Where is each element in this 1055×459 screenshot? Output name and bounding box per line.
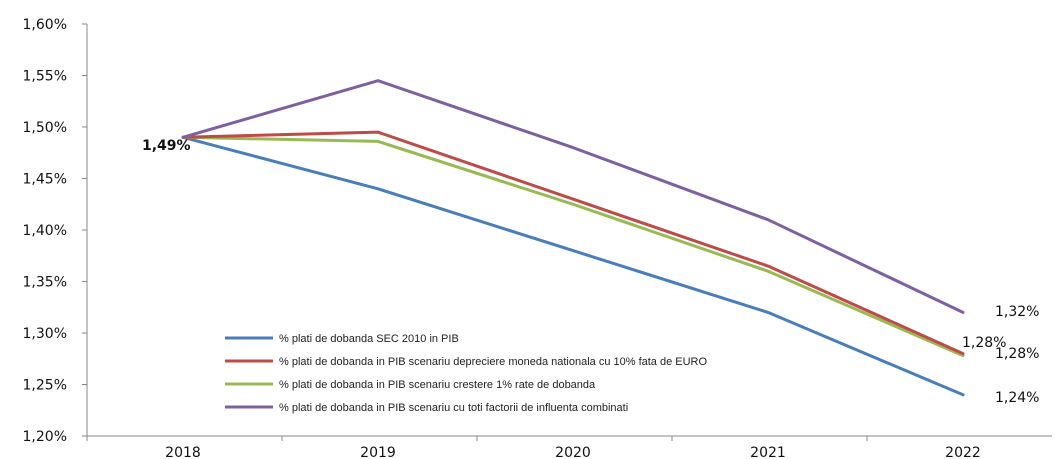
y-tick-label: 1,35% [23, 275, 67, 291]
legend-label: % plati de dobanda in PIB scenariu crest… [279, 379, 596, 391]
data-label-2018-start: 1,49% [142, 138, 191, 154]
y-tick-label: 1,40% [23, 223, 67, 239]
x-axis: 2018 2019 2020 2021 2022 [86, 435, 1052, 459]
x-tick-label: 2020 [555, 445, 591, 459]
y-tick-label: 1,60% [23, 17, 67, 33]
y-tick-label: 1,30% [23, 326, 67, 342]
y-axis: 1,20% 1,25% 1,30% 1,35% 1,40% 1,45% 1,50% 1,55%… [23, 17, 88, 445]
legend-label: % plati de dobanda in PIB scenariu depre… [279, 356, 707, 368]
data-label-2022-combined: 1,32% [995, 304, 1039, 320]
series-line-2 [181, 135, 965, 358]
y-tick-label: 1,25% [23, 378, 67, 394]
data-label-2022-depreciere: 1,28% [962, 335, 1006, 351]
x-tick-label: 2021 [750, 445, 786, 459]
series-line-1 [181, 130, 965, 356]
x-tick-label: 2022 [945, 445, 981, 459]
y-tick-label: 1,50% [23, 120, 67, 136]
legend-label: % plati de dobanda in PIB scenariu cu to… [279, 402, 628, 414]
series-lines [181, 79, 965, 397]
legend: % plati de dobanda SEC 2010 in PIB % plat… [225, 333, 707, 414]
data-labels: 1,49% 1,32% 1,28% 1,28% 1,24% [142, 138, 1039, 406]
series-line-0 [181, 135, 965, 397]
x-tick-label: 2018 [165, 445, 201, 459]
data-label-2022-crestere: 1,28% [995, 346, 1039, 362]
data-label-2022-sec: 1,24% [995, 390, 1039, 406]
legend-label: % plati de dobanda SEC 2010 in PIB [279, 333, 459, 345]
y-tick-label: 1,55% [23, 69, 67, 85]
y-tick-label: 1,45% [23, 172, 67, 188]
y-tick-label: 1,20% [23, 429, 67, 445]
series-line-3 [181, 79, 965, 314]
x-tick-label: 2019 [360, 445, 396, 459]
